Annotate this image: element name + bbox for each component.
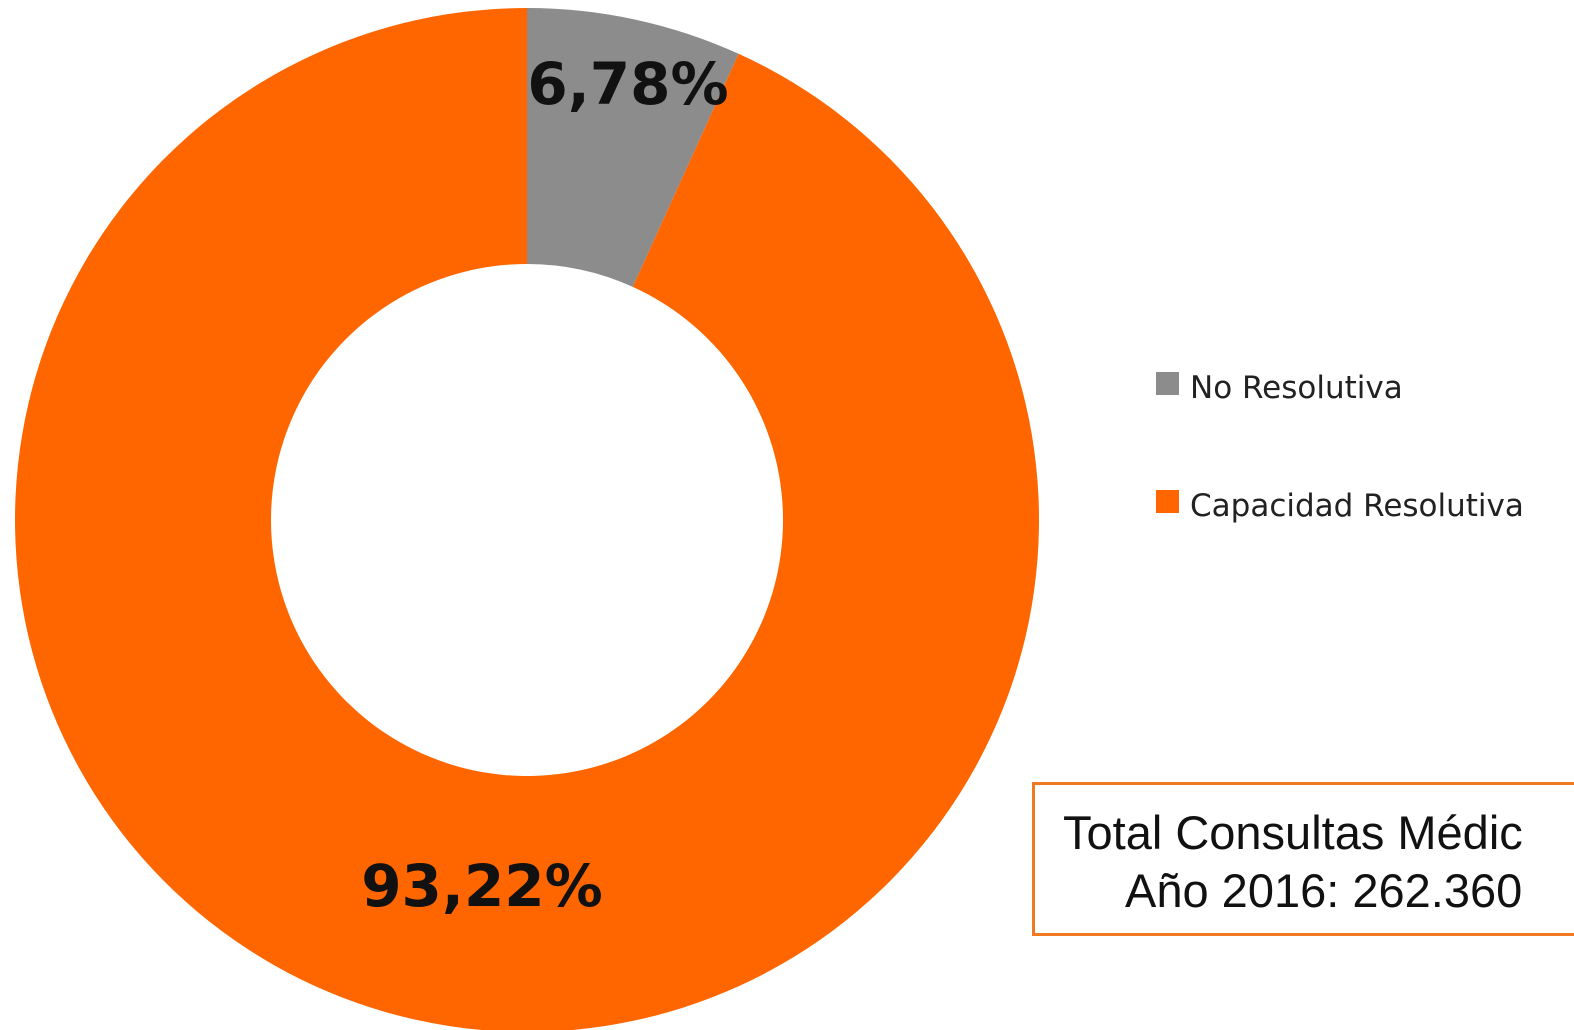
slice-label-capacidad-resolutiva: 93,22% (361, 852, 603, 920)
legend: No Resolutiva Capacidad Resolutiva (1156, 370, 1524, 524)
donut-slices (15, 8, 1039, 1030)
slice-label-no-resolutiva: 6,78% (527, 50, 728, 118)
total-consultas-box: Total Consultas Médic Año 2016: 262.360 (1032, 782, 1574, 936)
legend-label-no-resolutiva: No Resolutiva (1190, 370, 1403, 406)
legend-swatch-capacidad-resolutiva (1156, 490, 1179, 513)
donut-slice-capacidad-resolutiva (15, 8, 1039, 1030)
legend-label-capacidad-resolutiva: Capacidad Resolutiva (1190, 488, 1524, 524)
total-consultas-value: Año 2016: 262.360 (1125, 864, 1523, 917)
legend-swatch-no-resolutiva (1156, 372, 1179, 395)
donut-slice-no-resolutiva (527, 8, 739, 287)
total-consultas-title: Total Consultas Médic (1063, 806, 1523, 859)
